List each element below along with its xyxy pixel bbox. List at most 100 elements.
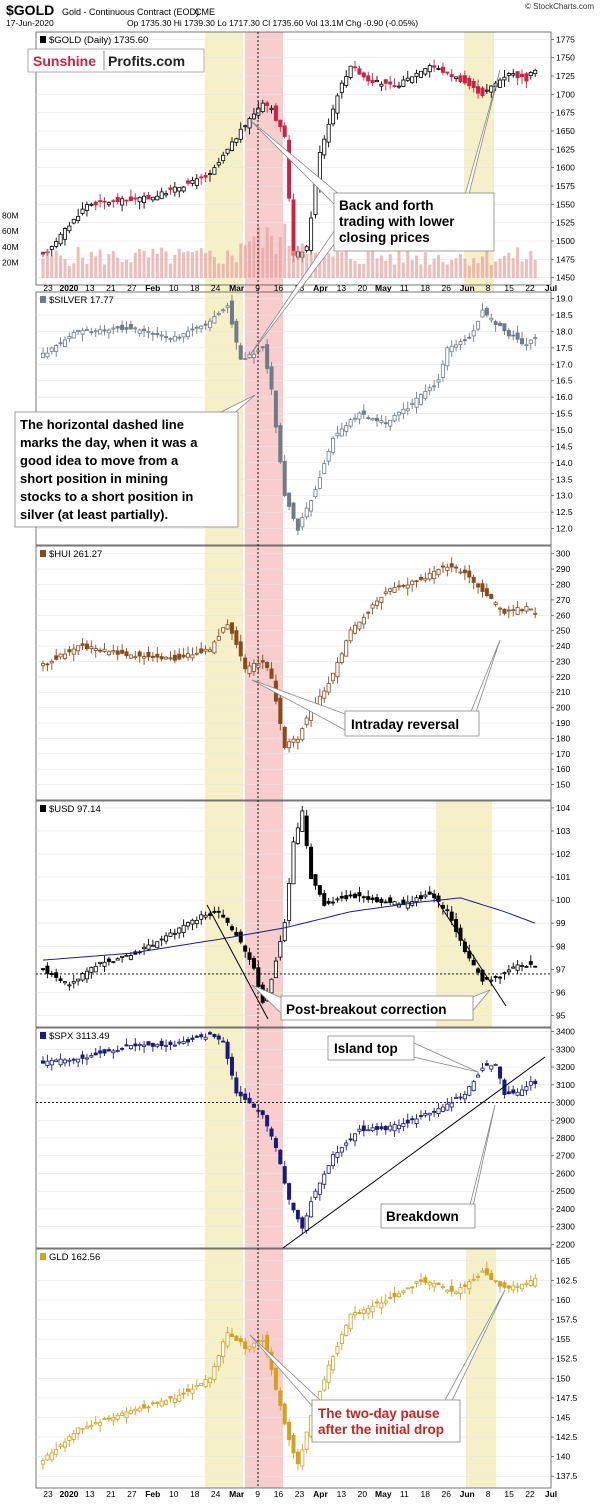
volume-bar <box>186 251 190 278</box>
candle <box>251 1342 256 1353</box>
candle-body <box>344 76 349 86</box>
candle <box>515 1088 520 1097</box>
candle <box>260 1334 265 1349</box>
sunshine-profits-logo: Sunshine Profits.com <box>27 48 205 73</box>
candle-body <box>120 324 125 330</box>
candle <box>194 916 199 929</box>
volume-bar <box>502 255 506 278</box>
candle <box>111 961 116 964</box>
candle-body <box>203 648 208 652</box>
candle <box>489 313 494 324</box>
y-tick-label: 155 <box>556 1334 570 1344</box>
candle <box>515 325 520 344</box>
candle-body <box>177 1041 182 1044</box>
candle <box>520 1084 525 1097</box>
candle <box>414 579 419 588</box>
candle-body <box>445 71 450 74</box>
candle-body <box>49 246 54 250</box>
candle-body <box>524 344 529 347</box>
candle-body <box>317 885 322 895</box>
candle-body <box>440 363 445 378</box>
candle <box>159 1038 164 1050</box>
candle-body <box>476 1276 481 1278</box>
candle <box>238 634 243 662</box>
candle <box>172 928 177 940</box>
volume-bar <box>146 257 150 278</box>
candle-body <box>515 332 520 340</box>
callout-dashed-line-text: The horizontal dashed line <box>20 417 184 432</box>
candle <box>225 302 230 314</box>
candle-body <box>243 1093 248 1100</box>
candle <box>58 337 63 347</box>
candle-body <box>392 1292 397 1298</box>
candle <box>190 176 195 187</box>
candle <box>150 1400 155 1407</box>
volume-bar <box>362 263 366 278</box>
candle <box>520 69 525 84</box>
candle <box>49 659 54 670</box>
candle <box>278 119 283 132</box>
candle <box>221 307 226 313</box>
candle-body <box>506 73 511 76</box>
candle-body <box>137 651 142 657</box>
candle <box>89 327 94 336</box>
y-tick-label: 13.5 <box>556 474 573 484</box>
candle <box>533 1078 538 1089</box>
candle-body <box>177 1394 182 1402</box>
candle-body <box>84 970 89 980</box>
candle-body <box>54 241 59 247</box>
candle <box>150 939 155 947</box>
candle <box>67 982 72 991</box>
candle-body <box>199 914 204 920</box>
candle-body <box>93 647 98 651</box>
candle <box>348 890 353 899</box>
candle <box>102 324 107 336</box>
volume-bar <box>366 251 370 278</box>
candle <box>120 1410 125 1416</box>
candle <box>331 896 336 906</box>
candle <box>489 1269 494 1281</box>
candle <box>528 955 533 968</box>
candle <box>331 104 336 127</box>
candle <box>106 328 111 339</box>
candle <box>80 327 85 342</box>
candle <box>84 326 89 331</box>
candle <box>357 1309 362 1314</box>
candle-body <box>45 663 50 666</box>
volume-bar <box>283 223 287 278</box>
x-tick-label-top: 13 <box>337 283 347 293</box>
candle <box>251 955 256 971</box>
y-tick-label: 270 <box>556 595 570 605</box>
candle <box>401 1289 406 1295</box>
candle <box>458 73 463 84</box>
x-tick-label-top: 24 <box>211 283 221 293</box>
candle-body <box>388 419 393 427</box>
candle <box>462 938 467 954</box>
volume-bar <box>199 248 203 278</box>
candle-body <box>111 961 116 963</box>
candle-body <box>234 138 239 143</box>
candle-body <box>287 1421 292 1441</box>
candle <box>524 1279 529 1288</box>
candle <box>467 1279 472 1295</box>
candle-body <box>265 662 270 668</box>
candle <box>383 1125 388 1135</box>
y-tick-label: 150 <box>556 1373 570 1383</box>
candle <box>133 193 138 205</box>
candle-body <box>159 938 164 941</box>
candle <box>449 68 454 82</box>
volume-bar <box>292 250 295 278</box>
volume-bar <box>300 243 304 278</box>
candle-body <box>115 1414 120 1420</box>
candle <box>533 965 538 968</box>
candle-body <box>449 563 454 568</box>
candle <box>458 1092 463 1101</box>
y-tick-label: 142.5 <box>556 1432 578 1442</box>
candle <box>76 329 81 336</box>
x-tick-label-top: May <box>375 283 392 293</box>
candle-body <box>432 570 437 580</box>
candle <box>133 651 138 660</box>
candle-body <box>186 1388 191 1392</box>
candle <box>388 419 393 431</box>
candle-body <box>265 1115 270 1127</box>
